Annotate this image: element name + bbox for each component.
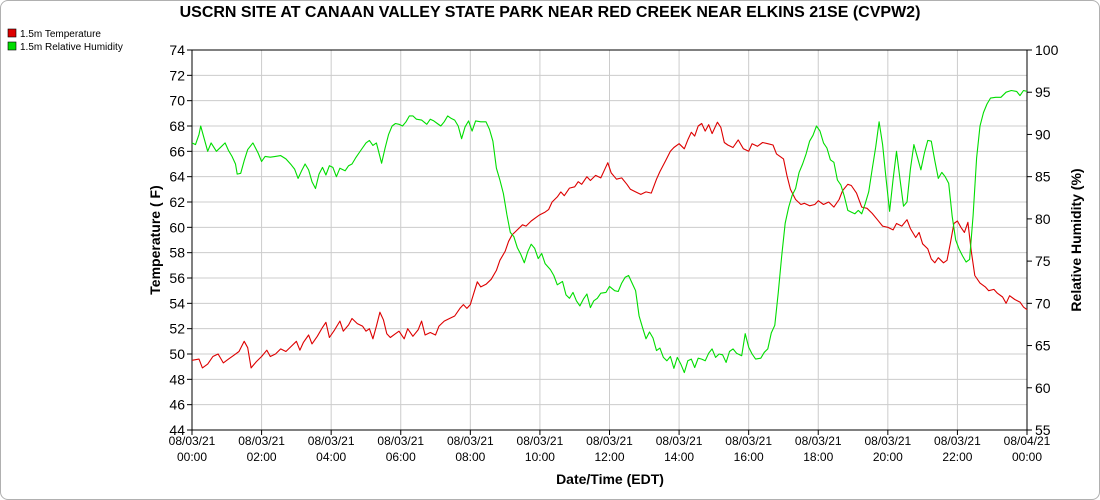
y-right-tick-label: 75 (1035, 253, 1051, 269)
x-tick-label-date: 08/03/21 (725, 434, 772, 448)
y-axis-left-ticks: 44 46 48 50 52 54 56 58 60 62 64 66 68 70 72 74 (169, 42, 192, 438)
x-tick-label-date: 08/04/21 (1004, 434, 1051, 448)
legend-swatch-humidity (7, 41, 17, 51)
x-tick-label-time: 16:00 (734, 450, 764, 464)
legend-label-humidity: 1.5m Relative Humidity (20, 42, 123, 53)
y-right-tick-label: 55 (1035, 422, 1051, 438)
x-tick-label-time: 08:00 (455, 450, 485, 464)
x-tick-label-date: 08/03/21 (517, 434, 564, 448)
x-tick-label-time: 18:00 (803, 450, 833, 464)
y-axis-left-label: Temperature ( F) (147, 185, 163, 294)
legend: 1.5m Temperature 1.5m Relative Humidity (7, 28, 123, 53)
x-tick-label-date: 08/03/21 (308, 434, 355, 448)
y-left-tick-label: 58 (169, 245, 185, 261)
y-left-tick-label: 48 (169, 371, 185, 387)
x-tick-label-date: 08/03/21 (586, 434, 633, 448)
y-right-tick-label: 60 (1035, 380, 1051, 396)
legend-label-temperature: 1.5m Temperature (20, 29, 101, 40)
y-left-tick-label: 68 (169, 118, 185, 134)
y-left-tick-label: 60 (169, 219, 185, 235)
y-left-tick-label: 64 (169, 169, 185, 185)
x-tick-label-time: 22:00 (942, 450, 972, 464)
y-axis-right-label: Relative Humidity (%) (1068, 168, 1084, 311)
y-right-tick-label: 85 (1035, 169, 1051, 185)
x-axis-label: Date/Time (EDT) (556, 471, 664, 487)
y-left-tick-label: 52 (169, 321, 185, 337)
y-right-tick-label: 90 (1035, 126, 1051, 142)
y-left-tick-label: 44 (169, 422, 185, 438)
x-tick-label-time: 00:00 (1012, 450, 1042, 464)
x-tick-label-date: 08/03/21 (864, 434, 911, 448)
chart-title: USCRN SITE AT CANAAN VALLEY STATE PARK N… (180, 4, 921, 21)
y-left-tick-label: 46 (169, 397, 185, 413)
x-tick-label-date: 08/03/21 (795, 434, 842, 448)
y-left-tick-label: 74 (169, 42, 185, 58)
x-tick-label-time: 00:00 (177, 450, 207, 464)
legend-swatch-temperature (7, 28, 17, 38)
x-tick-label-date: 08/03/21 (934, 434, 981, 448)
x-tick-label-date: 08/03/21 (169, 434, 216, 448)
x-tick-label-date: 08/03/21 (377, 434, 424, 448)
x-tick-label-time: 12:00 (594, 450, 624, 464)
y-left-tick-label: 56 (169, 270, 185, 286)
y-right-tick-label: 100 (1035, 42, 1059, 58)
x-axis-ticks: 08/03/21 00:00 08/03/21 02:00 08/03/21 04:00 0… (169, 430, 1051, 464)
x-tick-label-time: 10:00 (525, 450, 555, 464)
y-left-tick-label: 70 (169, 93, 185, 109)
x-tick-label-time: 04:00 (316, 450, 346, 464)
x-tick-label-date: 08/03/21 (447, 434, 494, 448)
y-left-tick-label: 62 (169, 194, 185, 210)
series-line-humidity (191, 89, 1028, 374)
y-right-tick-label: 70 (1035, 295, 1051, 311)
y-axis-right-ticks: 55 60 65 70 75 80 85 90 95 100 (1027, 42, 1059, 438)
x-tick-label-time: 20:00 (873, 450, 903, 464)
x-tick-label-time: 02:00 (247, 450, 277, 464)
y-right-tick-label: 95 (1035, 84, 1051, 100)
series-layer (191, 89, 1028, 374)
y-left-tick-label: 72 (169, 67, 185, 83)
y-right-tick-label: 80 (1035, 211, 1051, 227)
x-tick-label-time: 06:00 (386, 450, 416, 464)
y-right-tick-label: 65 (1035, 338, 1051, 354)
y-left-tick-label: 50 (169, 346, 185, 362)
y-left-tick-label: 66 (169, 143, 185, 159)
grid (191, 49, 1028, 431)
y-left-tick-label: 54 (169, 295, 185, 311)
series-line-temperature (191, 121, 1028, 369)
x-tick-label-date: 08/03/21 (656, 434, 703, 448)
x-tick-label-time: 14:00 (664, 450, 694, 464)
x-tick-label-date: 08/03/21 (238, 434, 285, 448)
